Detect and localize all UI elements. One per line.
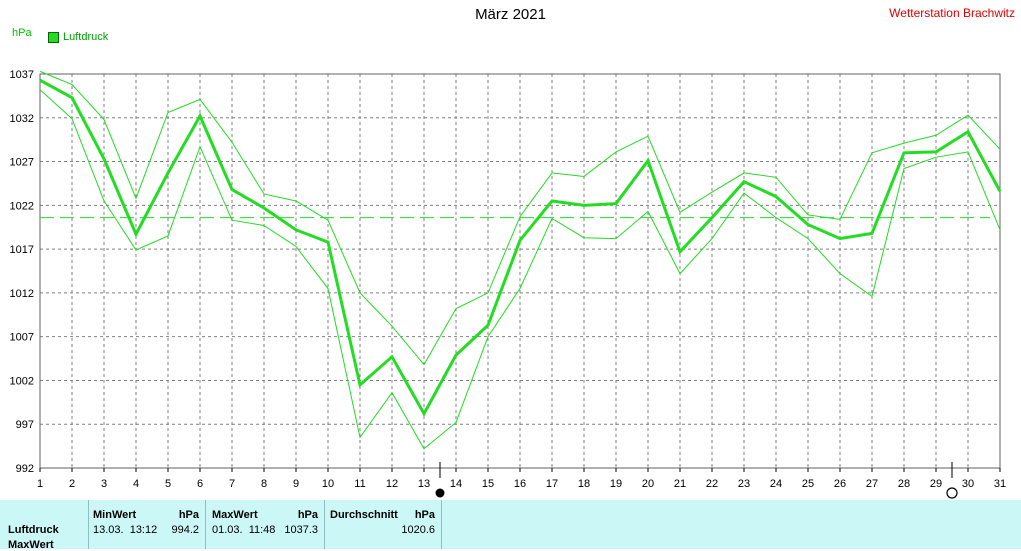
average-value: 1020.6	[401, 524, 435, 536]
plot-frame	[39, 73, 1001, 469]
y-tick-label: 1007	[10, 332, 34, 344]
x-tick-label: 31	[994, 478, 1006, 490]
series-line-max	[39, 70, 1001, 366]
x-tick-label: 18	[578, 478, 590, 490]
x-tick-label: 15	[482, 478, 494, 490]
x-tick-label: 22	[706, 478, 718, 490]
x-tick-label: 29	[930, 478, 942, 490]
x-tick-label: 27	[866, 478, 878, 490]
x-tick-label: 20	[642, 478, 654, 490]
chart-title: März 2021	[475, 6, 546, 23]
new-moon-icon	[435, 488, 445, 498]
x-tick-label: 17	[546, 478, 558, 490]
x-tick-label: 4	[133, 478, 139, 490]
x-tick-label: 12	[386, 478, 398, 490]
y-tick-label: 997	[16, 419, 34, 431]
y-tick-label: 1017	[10, 244, 34, 256]
x-tick-label: 24	[770, 478, 782, 490]
station-name: Wetterstation Brachwitz	[889, 6, 1015, 20]
x-tick-label: 30	[962, 478, 974, 490]
y-tick-label: 1037	[10, 69, 34, 81]
statistics-panel: Luftdruck MaxWert MinWert hPa 13.03. 13:…	[0, 500, 1021, 551]
x-tick-label: 26	[834, 478, 846, 490]
y-tick-label: 1022	[10, 200, 34, 212]
stats-label-column: Luftdruck MaxWert	[0, 500, 89, 551]
x-tick-label: 14	[450, 478, 462, 490]
min-unit: hPa	[178, 509, 199, 521]
stats-average-column: Durchschnitt hPa 1020.6	[325, 500, 442, 549]
stats-row-label: Luftdruck	[8, 524, 59, 536]
stats-max-column: MaxWert hPa 01.03. 11:48 1037.3	[206, 500, 325, 549]
y-axis-unit: hPa	[12, 27, 32, 39]
x-tick-label: 3	[101, 478, 107, 490]
x-tick-label: 19	[610, 478, 622, 490]
max-unit: hPa	[297, 509, 318, 521]
y-tick-label: 1012	[10, 288, 34, 300]
series-line-min	[39, 89, 1001, 450]
y-tick-label: 1027	[10, 157, 34, 169]
x-tick-label: 10	[322, 478, 334, 490]
min-value: 994.2	[171, 524, 199, 536]
x-tick-label: 9	[293, 478, 299, 490]
min-header: MinWert	[93, 509, 137, 521]
average-unit: hPa	[414, 509, 435, 521]
x-tick-label: 2	[69, 478, 75, 490]
y-tick-label: 992	[16, 463, 34, 475]
legend-swatch	[48, 31, 59, 43]
legend-label: Luftdruck	[63, 31, 109, 43]
x-tick-label: 23	[738, 478, 750, 490]
x-tick-label: 16	[514, 478, 526, 490]
x-tick-label: 1	[37, 478, 43, 490]
y-tick-label: 1032	[10, 113, 34, 125]
x-tick-label: 28	[898, 478, 910, 490]
x-tick-label: 13	[418, 478, 430, 490]
stats-row-label: MaxWert	[8, 539, 54, 551]
stats-min-column: MinWert hPa 13.03. 13:12 994.2	[89, 500, 206, 549]
x-tick-label: 6	[197, 478, 203, 490]
max-value: 1037.3	[284, 524, 318, 536]
max-datetime: 01.03. 11:48	[212, 524, 276, 536]
x-tick-label: 8	[261, 478, 267, 490]
full-moon-icon	[946, 487, 958, 499]
x-tick-label: 25	[802, 478, 814, 490]
max-header: MaxWert	[212, 509, 258, 521]
x-tick-label: 11	[354, 478, 365, 490]
x-tick-label: 21	[674, 478, 686, 490]
x-tick-label: 7	[229, 478, 235, 490]
series-line-mean	[39, 78, 1002, 417]
x-tick-label: 5	[165, 478, 171, 490]
legend: Luftdruck	[48, 31, 108, 43]
average-header: Durchschnitt	[330, 509, 398, 521]
min-datetime: 13.03. 13:12	[93, 524, 158, 536]
y-tick-label: 1002	[10, 375, 34, 387]
